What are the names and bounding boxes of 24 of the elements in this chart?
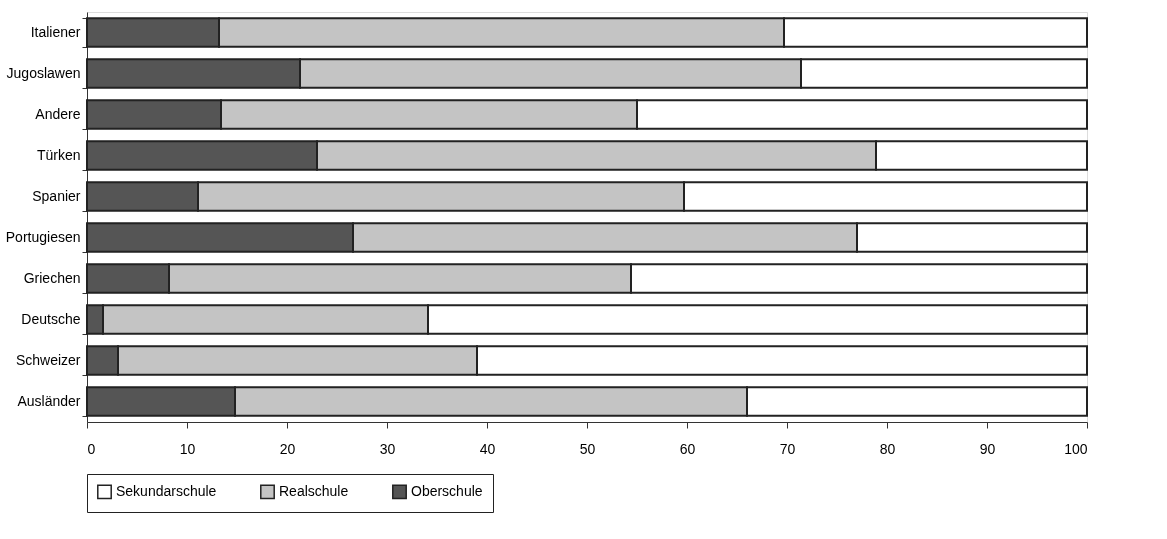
legend-label: Realschule (279, 482, 349, 499)
x-tick-label: 80 (879, 440, 896, 457)
x-tick-label: 60 (679, 440, 696, 457)
x-tick-label: 10 (179, 440, 196, 457)
y-tick-label: Andere (35, 106, 81, 122)
x-tick-label: 70 (779, 440, 796, 457)
y-tick-label: Ausländer (17, 393, 81, 409)
x-tick-label: 40 (479, 440, 496, 457)
y-tick-label: Jugoslawen (6, 65, 81, 81)
x-tick-label: 0 (87, 440, 96, 457)
x-tick-label: 100 (1064, 440, 1088, 457)
x-tick-label: 90 (979, 440, 996, 457)
y-tick-label: Italiener (30, 24, 81, 40)
y-tick-label: Spanier (32, 188, 81, 204)
x-tick-label: 50 (579, 440, 596, 457)
y-tick-label: Griechen (23, 270, 81, 286)
y-tick-label: Deutsche (21, 311, 81, 327)
x-tick-label: 30 (379, 440, 396, 457)
legend-label: Oberschule (411, 482, 483, 499)
legend-label: Sekundarschule (116, 482, 217, 499)
y-tick-label: Türken (36, 147, 81, 163)
y-tick-label: Portugiesen (5, 229, 81, 245)
x-tick-label: 20 (279, 440, 296, 457)
y-tick-label: Schweizer (15, 352, 81, 368)
